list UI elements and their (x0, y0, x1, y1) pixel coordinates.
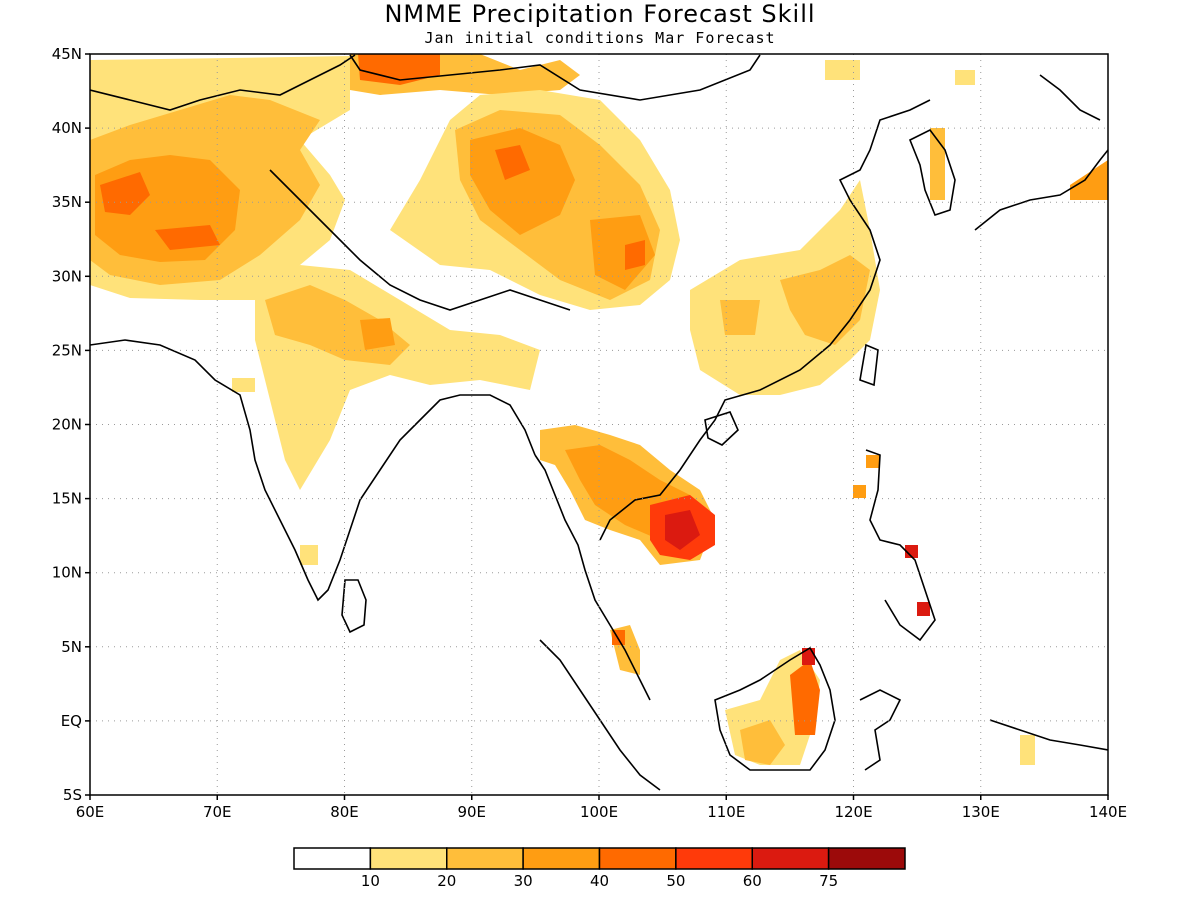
skill-region-cambodia-peak (665, 510, 700, 550)
colorbar-label: 50 (666, 872, 685, 890)
skill-region-mongolia (825, 60, 975, 85)
skill-region-tibet-peak (495, 145, 645, 270)
coastline-new-guinea (989, 719, 1108, 751)
x-tick-label: 130E (962, 803, 1000, 821)
border-central-asia (90, 54, 356, 111)
colorbar-label: 40 (590, 872, 609, 890)
x-tick-label: 120E (834, 803, 872, 821)
skill-region-borneo-peak (802, 648, 815, 665)
colorbar-label: 30 (514, 872, 533, 890)
x-tick-label: 80E (330, 803, 359, 821)
coastline-japan (974, 74, 1108, 231)
skill-region-borneo-core (790, 660, 820, 735)
colorbar-label: 60 (743, 872, 762, 890)
colorbar-swatch (293, 847, 372, 870)
coastline-sri-lanka (341, 579, 367, 634)
y-tick-label: 30N (52, 267, 82, 285)
colorbar-swatch (598, 847, 677, 870)
x-axis-labels: 60E 70E 80E 90E 100E 110E 120E 130E 140E (76, 803, 1127, 821)
y-tick-label: 40N (52, 119, 82, 137)
skill-region-philippines-south (905, 545, 930, 616)
y-tick-label: 15N (52, 490, 82, 508)
skill-region-north-india-core (360, 318, 395, 350)
colorbar-label: 75 (819, 872, 838, 890)
coastline-sumatra (539, 639, 661, 791)
colorbar-swatch (446, 847, 524, 870)
y-tick-label: 20N (52, 416, 82, 434)
y-tick-label: 45N (52, 45, 82, 63)
coastline-india (90, 339, 536, 602)
coastline-indochina (534, 99, 931, 701)
border-china-north (349, 54, 761, 101)
colorbar-swatch (675, 847, 753, 870)
y-tick-label: 35N (52, 193, 82, 211)
x-tick-label: 140E (1089, 803, 1127, 821)
colorbar-label: 10 (361, 872, 380, 890)
skill-shading (90, 54, 1108, 765)
y-tick-label: 10N (52, 564, 82, 582)
colorbar-swatch (751, 847, 830, 870)
coastline-borneo (714, 646, 836, 771)
coastline-sulawesi (859, 689, 902, 771)
colorbar-swatch (522, 847, 601, 870)
axis-ticks (85, 53, 1109, 800)
colorbar-swatch (827, 847, 906, 870)
skill-region-japan (1070, 160, 1108, 200)
skill-region-sw-india (232, 378, 318, 565)
y-tick-label: 25N (52, 341, 82, 359)
coastline-taiwan (859, 343, 879, 387)
x-tick-label: 70E (203, 803, 232, 821)
coastline-philippines (865, 449, 936, 642)
coastline-korea (908, 128, 956, 216)
y-axis-labels: 5S EQ 5N 10N 15N 20N 25N 30N 35N 40N 45N (52, 45, 82, 804)
skill-region-new-guinea (1020, 735, 1035, 765)
skill-region-borneo-inner (740, 720, 785, 765)
y-tick-label: 5S (63, 786, 82, 804)
coastline-hainan (704, 411, 739, 446)
coastlines (90, 54, 1108, 791)
y-tick-label: EQ (61, 712, 82, 730)
colorbar: 10 20 30 40 50 60 75 (293, 847, 906, 890)
y-tick-label: 5N (61, 638, 82, 656)
map-subtitle: Jan initial conditions Mar Forecast (424, 29, 776, 47)
map-title: NMME Precipitation Forecast Skill (384, 0, 816, 28)
border-tibet-south (269, 169, 571, 311)
x-tick-label: 100E (580, 803, 618, 821)
skill-region-south-china-inner (720, 255, 870, 345)
x-tick-label: 110E (707, 803, 745, 821)
x-tick-label: 90E (457, 803, 486, 821)
colorbar-swatch (369, 847, 448, 870)
x-tick-label: 60E (76, 803, 105, 821)
skill-region-philippines-north (853, 455, 880, 498)
colorbar-label: 20 (437, 872, 456, 890)
skill-region-afghanistan-peak (100, 172, 220, 250)
